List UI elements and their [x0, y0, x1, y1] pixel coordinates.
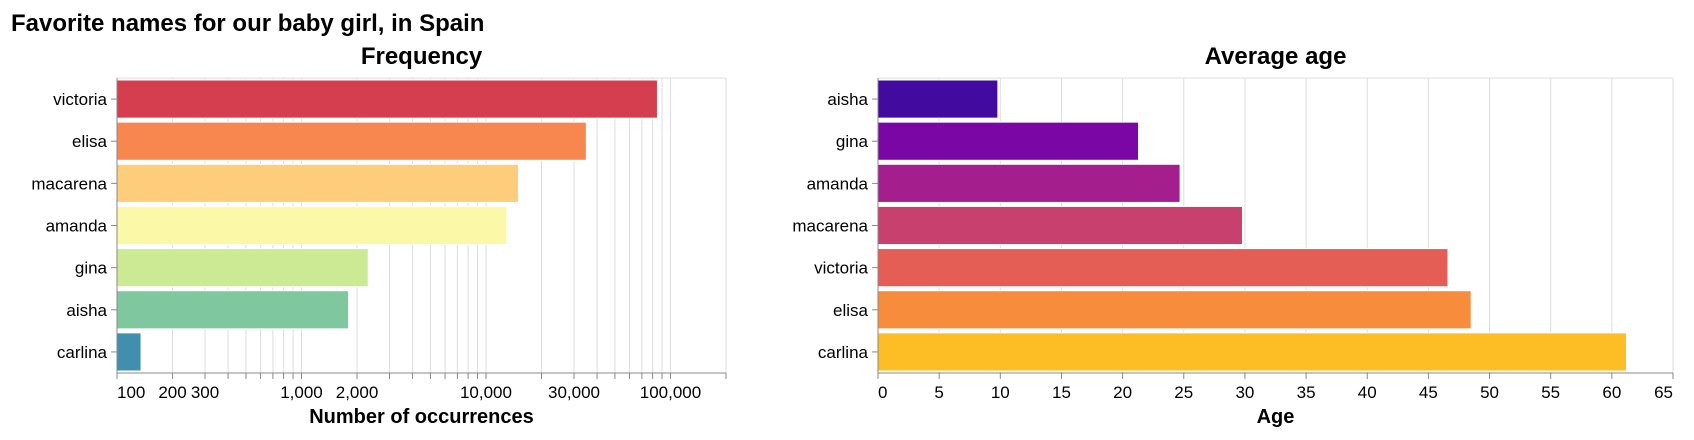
frequency-chart-panel: victoria elisa macarena amanda gina aisha carl… [31, 43, 727, 428]
frequency-bar-victoria [116, 79, 658, 119]
frequency-x-tick-label: 1,000 [280, 383, 323, 402]
frequency-x-tick-label: 200 [158, 383, 186, 402]
figure-title: Favorite names for our baby girl, in Spa… [11, 10, 484, 37]
frequency-bar-amanda [116, 205, 508, 246]
age-x-tick-label: 5 [934, 383, 943, 402]
frequency-category-label: gina [75, 259, 108, 278]
age-x-tick-label: 50 [1480, 383, 1499, 402]
frequency-category-label: carlina [57, 343, 108, 362]
age-category-label: gina [836, 132, 869, 151]
age-panel-title: Average age [1205, 43, 1347, 70]
frequency-x-tick-label: 100,000 [640, 383, 701, 402]
age-bar-victoria [877, 248, 1449, 288]
age-x-tick-label: 10 [991, 383, 1010, 402]
frequency-bar-carlina [116, 332, 142, 372]
age-x-tick-label: 45 [1419, 383, 1438, 402]
age-bar-carlina [877, 332, 1628, 372]
age-category-label: victoria [814, 259, 868, 278]
frequency-category-label: aisha [66, 301, 107, 320]
age-x-tick-label: 30 [1235, 383, 1254, 402]
age-x-tick-label: 0 [878, 383, 887, 402]
frequency-panel-title: Frequency [361, 43, 483, 70]
frequency-x-tick-label: 300 [191, 383, 219, 402]
frequency-x-axis-title: Number of occurrences [309, 406, 534, 428]
age-bar-gina [877, 121, 1140, 161]
age-category-label: aisha [827, 90, 868, 109]
age-bar-aisha [877, 79, 999, 119]
frequency-category-label: victoria [53, 90, 107, 109]
age-x-tick-label: 15 [1052, 383, 1071, 402]
frequency-bar-aisha [116, 290, 350, 330]
frequency-x-tick-label: 30,000 [548, 383, 600, 402]
age-x-tick-label: 35 [1297, 383, 1316, 402]
frequency-x-tick-label: 2,000 [336, 383, 379, 402]
frequency-category-label: macarena [31, 174, 107, 193]
age-x-axis-title: Age [1257, 406, 1295, 428]
frequency-category-label: elisa [72, 132, 108, 151]
age-bar-macarena [877, 205, 1243, 246]
frequency-bar-gina [116, 248, 369, 288]
age-category-label: amanda [807, 174, 869, 193]
frequency-bar-elisa [116, 121, 587, 161]
age-category-label: carlina [818, 343, 869, 362]
frequency-category-label: amanda [46, 217, 108, 236]
age-bar-amanda [877, 163, 1181, 203]
age-x-tick-label: 25 [1174, 383, 1193, 402]
age-x-tick-label: 65 [1654, 383, 1673, 402]
average-age-chart-panel: aisha gina amanda macarena victoria elisa carl… [792, 43, 1674, 428]
age-category-label: macarena [792, 217, 868, 236]
age-x-tick-label: 20 [1113, 383, 1132, 402]
age-category-label: elisa [833, 301, 869, 320]
frequency-x-tick-label: 10,000 [460, 383, 512, 402]
age-x-tick-label: 60 [1602, 383, 1621, 402]
age-x-tick-label: 40 [1358, 383, 1377, 402]
frequency-x-tick-label: 100 [117, 383, 145, 402]
frequency-bar-macarena [116, 163, 519, 203]
age-x-tick-label: 55 [1541, 383, 1560, 402]
age-bar-elisa [877, 290, 1472, 330]
